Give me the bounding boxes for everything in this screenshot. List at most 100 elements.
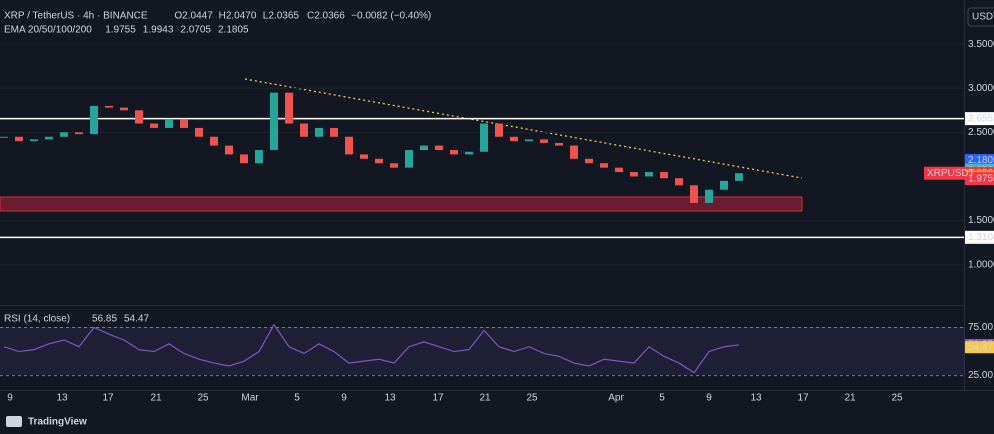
candle (375, 158, 383, 164)
time-tick-label: 25 (197, 393, 209, 404)
time-tick-label: 25 (526, 393, 538, 404)
candle (435, 145, 443, 150)
time-tick-label: 21 (844, 393, 856, 404)
ema-value: 2.1805 (218, 25, 249, 36)
candle (195, 127, 203, 137)
candle (390, 163, 398, 168)
rsi-title: RSI (14, close) (4, 314, 70, 325)
candle (285, 92, 293, 124)
candle (225, 145, 233, 155)
candle (240, 154, 248, 164)
time-tick-label: Apr (608, 393, 624, 404)
rsi-tick-label: 75.00 (968, 322, 993, 333)
candle (660, 172, 668, 179)
trend-line (244, 78, 803, 179)
candle (630, 172, 638, 177)
candle (75, 132, 83, 135)
candle (45, 136, 53, 140)
candle (405, 150, 413, 168)
logo-text: TradingView (28, 417, 87, 428)
price-tick-label: 1.0000 (968, 259, 994, 270)
candle (615, 167, 623, 173)
time-tick-label: 17 (797, 393, 809, 404)
candle (60, 132, 68, 137)
candle (465, 151, 473, 155)
price-badge (965, 112, 994, 126)
currency-button[interactable]: USDT (967, 7, 994, 27)
time-tick-label: 9 (341, 393, 347, 404)
candle (720, 180, 728, 190)
candle (525, 139, 533, 142)
candle (150, 123, 158, 128)
price-badge-label: 2.1805 (968, 155, 994, 166)
candle (255, 150, 263, 164)
rsi-value: 56.85 (92, 314, 117, 325)
time-tick-label: 25 (891, 393, 903, 404)
candle (570, 145, 578, 159)
candle (510, 136, 518, 142)
candle (315, 127, 323, 137)
price-tick-label: 3.5000 (968, 39, 994, 50)
price-badge (965, 230, 994, 244)
candle (300, 123, 308, 137)
candle (270, 92, 278, 150)
time-tick-label: 13 (750, 393, 762, 404)
candle (210, 136, 218, 146)
candle (90, 105, 98, 135)
price-tick-label: 3.0000 (968, 83, 994, 94)
candle (120, 107, 128, 111)
candle (15, 136, 23, 142)
ohlc-value: H2.0470 (219, 11, 257, 22)
time-tick-label: 5 (294, 393, 300, 404)
ohlc-value: −0.0082 (−0.40%) (351, 11, 431, 22)
price-badge-label: 1.3104 (968, 232, 994, 243)
candle (135, 110, 143, 124)
price-tick-label: 2.5000 (968, 127, 994, 138)
pane-divider (0, 305, 965, 306)
candle (30, 139, 38, 142)
candle (495, 123, 503, 137)
rsi-band (0, 327, 965, 375)
candle (645, 172, 653, 177)
time-tick-label: 9 (706, 393, 712, 404)
symbol-badge-label: XRPUSDT (927, 168, 975, 179)
candle (555, 142, 563, 146)
time-tick-label: Mar (241, 393, 259, 404)
ohlc-value: C2.0366 (307, 11, 345, 22)
ohlc-value: O2.0447 (174, 11, 213, 22)
candle (0, 136, 8, 138)
rsi-line (3, 323, 740, 374)
rsi-tick-label: 25.00 (968, 370, 993, 381)
candle (330, 127, 338, 137)
symbol-badge (924, 166, 965, 180)
candle (180, 119, 188, 128)
button-frame[interactable] (967, 7, 994, 27)
candle (105, 105, 113, 108)
price-badge-label: 1.9755 (968, 173, 994, 184)
time-tick-label: 17 (432, 393, 444, 404)
candle (345, 136, 353, 155)
candle (735, 173, 743, 181)
ema-value: 1.9755 (105, 25, 136, 36)
ohlc-value: L2.0365 (263, 11, 300, 22)
candle (675, 178, 683, 186)
time-tick-label: 13 (56, 393, 68, 404)
price-axis-border (964, 0, 965, 390)
logo-icon (6, 416, 22, 427)
button-label[interactable]: USDT (972, 12, 994, 23)
candle (540, 139, 548, 143)
time-tick-label: 21 (150, 393, 162, 404)
time-tick-label: 17 (102, 393, 114, 404)
rsi-badge (965, 341, 994, 354)
time-tick-label: 5 (659, 393, 665, 404)
candle (450, 150, 458, 155)
time-tick-label: 9 (7, 393, 13, 404)
ema-value: 1.9943 (143, 25, 174, 36)
time-axis-border (0, 390, 994, 391)
price-badge (965, 172, 994, 186)
symbol: XRP / TetherUS · 4h · BINANCE (4, 11, 148, 22)
time-tick-label: 21 (479, 393, 491, 404)
candle (600, 163, 608, 168)
